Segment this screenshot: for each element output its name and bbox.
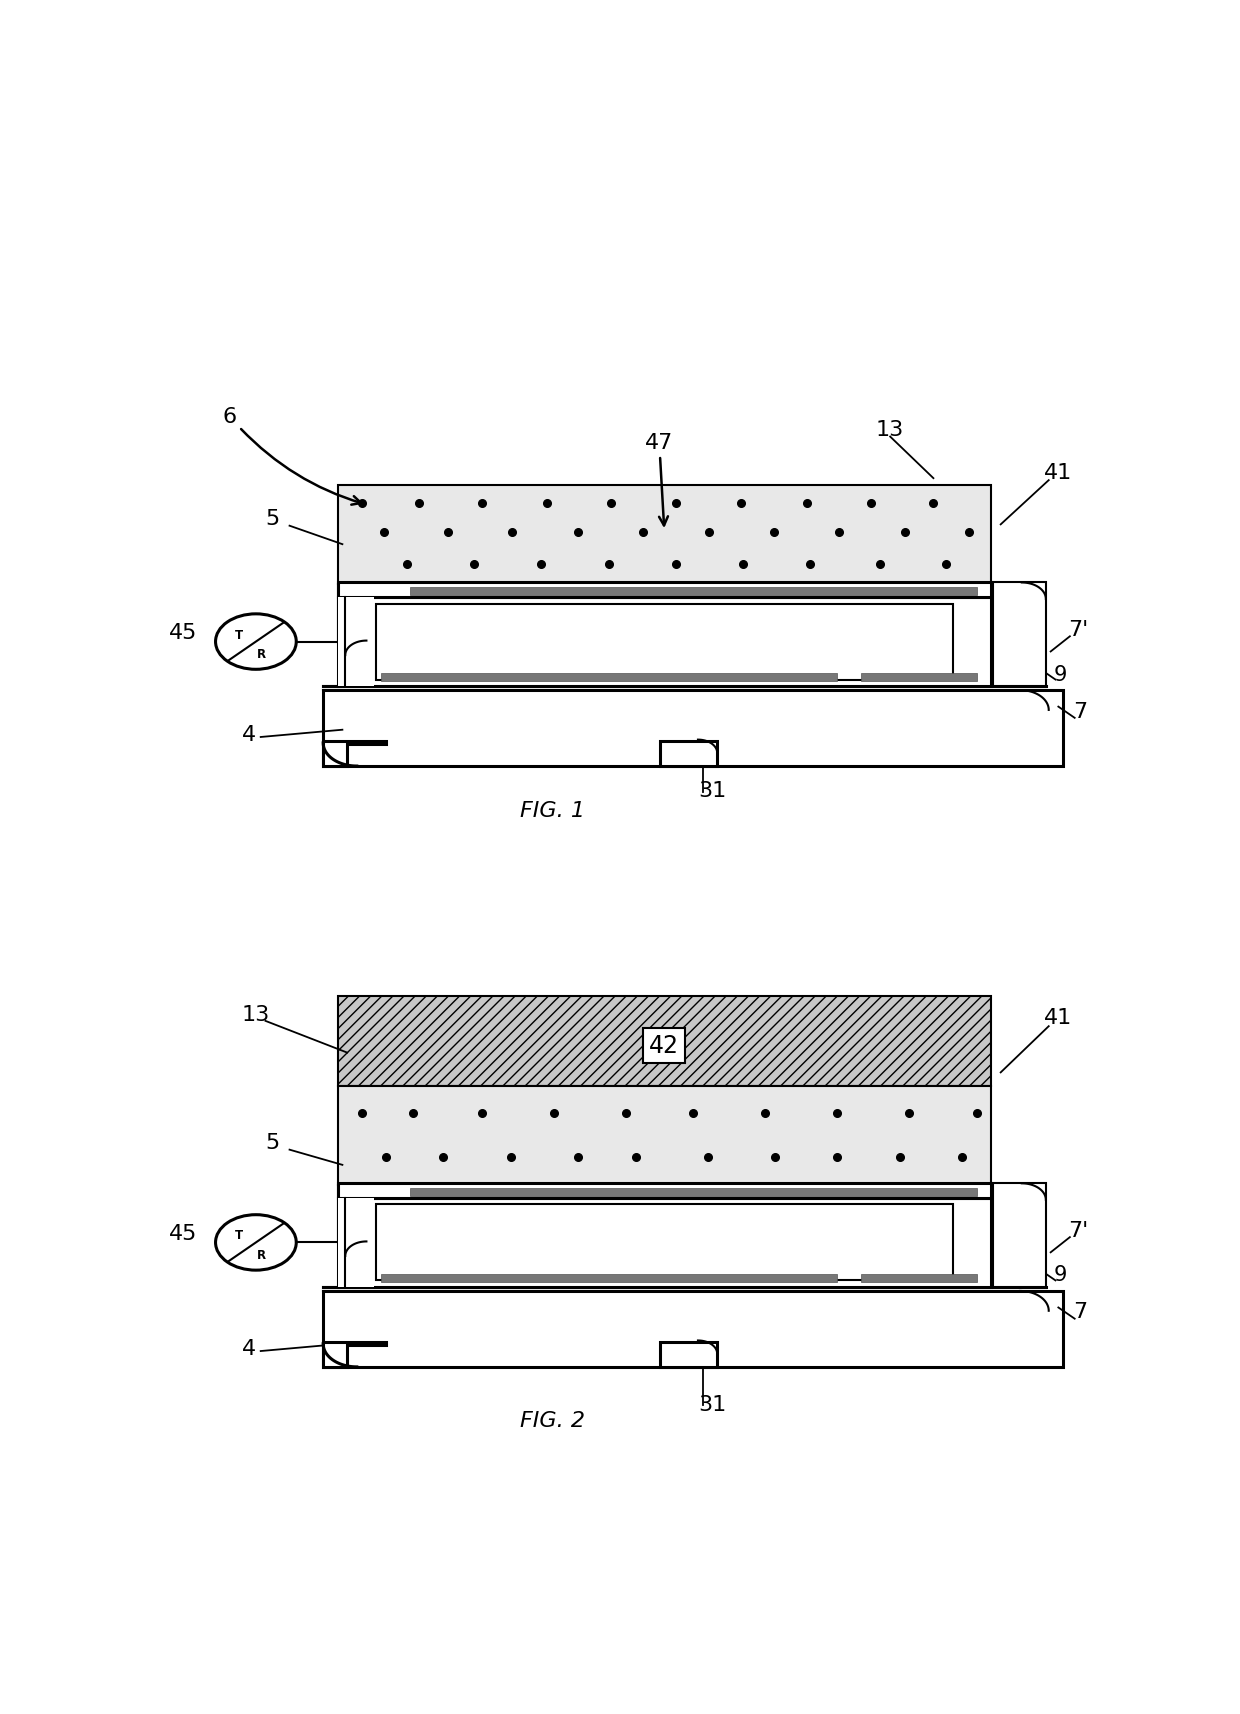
Text: 5: 5: [265, 509, 280, 530]
Bar: [337, 1198, 374, 1287]
Text: 45: 45: [170, 622, 198, 643]
Text: R: R: [257, 1248, 267, 1262]
Text: 5: 5: [265, 1133, 280, 1152]
Text: T: T: [234, 629, 243, 641]
Text: 9: 9: [342, 1258, 356, 1279]
Text: R: R: [257, 648, 267, 662]
Bar: [337, 1087, 991, 1184]
Polygon shape: [324, 1342, 386, 1368]
Bar: [381, 1274, 837, 1282]
Text: FIG. 1: FIG. 1: [521, 800, 585, 819]
Polygon shape: [660, 742, 717, 766]
Text: 8: 8: [657, 638, 672, 662]
Text: 47: 47: [645, 434, 673, 526]
Polygon shape: [660, 1342, 717, 1368]
Text: 9: 9: [1054, 1265, 1066, 1284]
Text: 7: 7: [1073, 1301, 1087, 1321]
Bar: [381, 674, 837, 682]
Text: 9: 9: [1054, 663, 1066, 684]
Bar: [337, 998, 991, 1087]
Polygon shape: [324, 742, 386, 766]
Bar: [409, 1188, 977, 1196]
Text: 9: 9: [342, 658, 356, 677]
Text: 4: 4: [242, 725, 255, 744]
Text: 7: 7: [1073, 701, 1087, 722]
Bar: [337, 598, 374, 687]
Text: 41: 41: [1044, 1008, 1073, 1027]
Text: FIG. 2: FIG. 2: [521, 1411, 585, 1431]
Text: T: T: [234, 1229, 243, 1241]
Bar: [862, 674, 977, 682]
Bar: [337, 1184, 991, 1198]
Bar: [409, 588, 977, 596]
Text: 13: 13: [875, 420, 904, 440]
Text: 41: 41: [1044, 463, 1073, 483]
Bar: [862, 1274, 977, 1282]
Text: 31: 31: [698, 780, 727, 800]
Bar: [337, 485, 991, 584]
Bar: [337, 1198, 991, 1287]
Text: 13: 13: [242, 1004, 270, 1023]
Bar: [337, 598, 991, 687]
Bar: [993, 1184, 1045, 1287]
Text: 7': 7': [1068, 1220, 1089, 1241]
Bar: [324, 1291, 1063, 1368]
Text: 8: 8: [657, 1239, 672, 1263]
Bar: [376, 605, 952, 680]
Text: 4: 4: [242, 1339, 255, 1357]
Bar: [376, 1205, 952, 1280]
Bar: [324, 691, 1063, 766]
Bar: [993, 583, 1045, 687]
Text: 42: 42: [650, 1034, 680, 1058]
Text: 6: 6: [222, 406, 361, 506]
Text: 31: 31: [698, 1393, 727, 1414]
Text: 45: 45: [170, 1224, 198, 1243]
Text: 7': 7': [1068, 619, 1089, 639]
Bar: [337, 583, 991, 598]
